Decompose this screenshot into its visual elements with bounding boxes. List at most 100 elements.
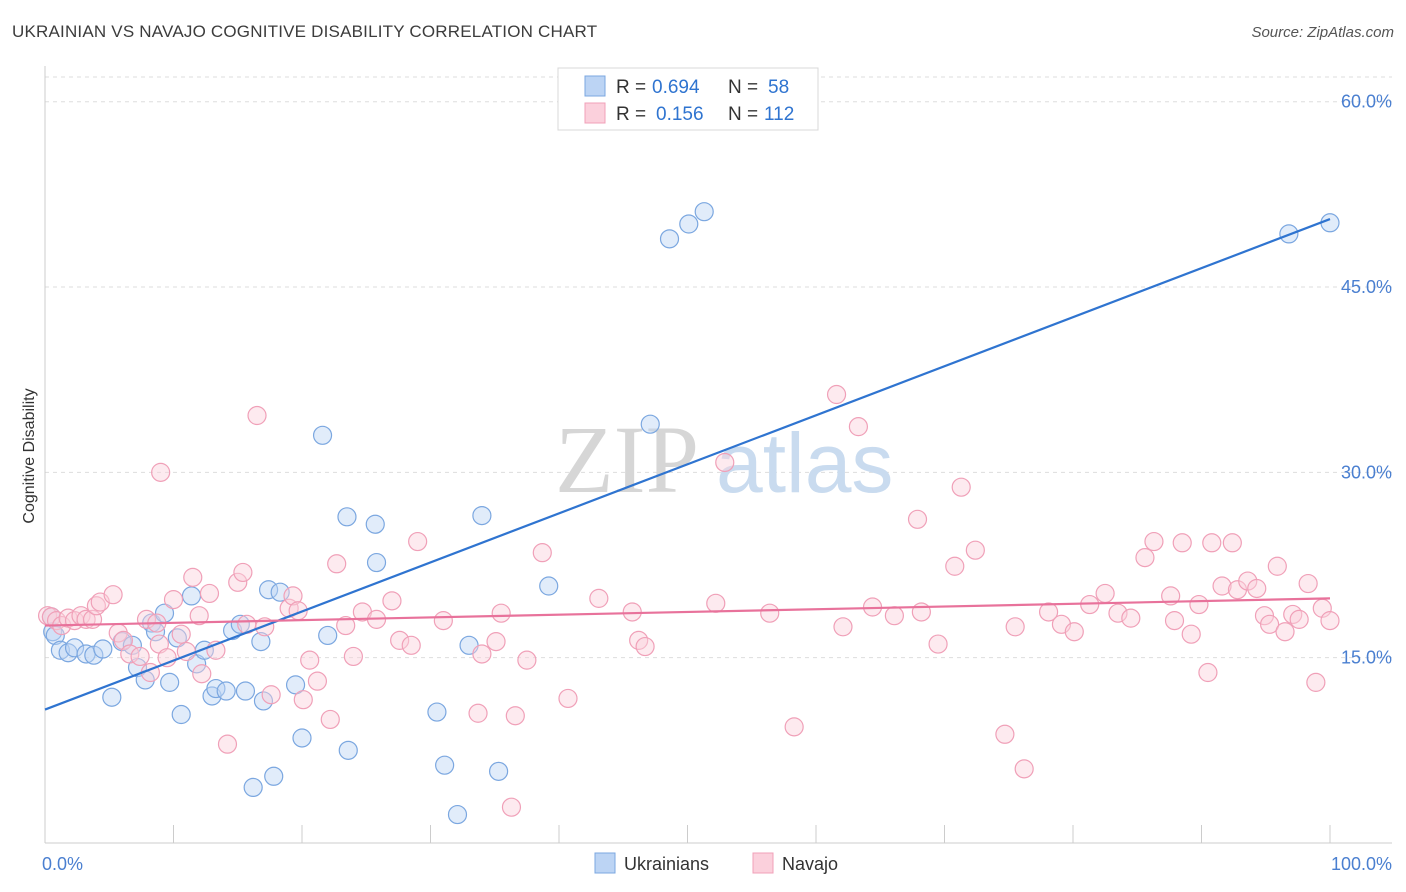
point-navajo xyxy=(1189,594,1209,615)
point-navajo xyxy=(1198,662,1218,683)
point-ukrainians xyxy=(171,704,191,725)
source-label: Source: ZipAtlas.com xyxy=(1251,24,1394,41)
point-navajo xyxy=(760,603,780,623)
point-navajo xyxy=(951,477,971,497)
point-navajo xyxy=(505,706,525,726)
point-navajo xyxy=(995,724,1015,744)
bottom-legend-swatch-ukrainians xyxy=(594,852,616,874)
point-navajo xyxy=(486,632,506,652)
point-navajo xyxy=(189,606,209,626)
point-navajo xyxy=(1164,611,1185,631)
y-tick-label: 45.0% xyxy=(1341,277,1392,297)
point-ukrainians xyxy=(338,740,358,760)
series-legend: Ukrainians Navajo xyxy=(594,852,838,874)
watermark-zip: ZIP xyxy=(555,406,699,513)
legend-swatch-ukrainians xyxy=(584,75,606,97)
point-navajo xyxy=(1064,622,1084,642)
point-navajo xyxy=(86,596,107,616)
point-navajo xyxy=(1289,609,1309,629)
bottom-legend-label-ukrainians: Ukrainians xyxy=(624,854,709,874)
point-ukrainians xyxy=(312,425,333,445)
point-ukrainians xyxy=(640,414,660,434)
point-ukrainians xyxy=(427,702,447,722)
point-navajo xyxy=(300,650,320,670)
point-navajo xyxy=(336,615,356,636)
axes xyxy=(44,66,1392,844)
legend-r-label-1: R = xyxy=(616,77,646,98)
point-ukrainians xyxy=(285,675,306,695)
point-navajo xyxy=(1161,586,1181,606)
point-navajo xyxy=(1005,617,1025,637)
point-navajo xyxy=(945,556,965,576)
point-navajo xyxy=(1144,531,1164,552)
point-navajo xyxy=(199,583,220,604)
trend-lines xyxy=(44,218,1331,711)
point-navajo xyxy=(826,384,847,405)
point-navajo xyxy=(1247,578,1267,599)
point-navajo xyxy=(491,603,511,623)
point-navajo xyxy=(1038,602,1059,622)
point-ukrainians xyxy=(167,628,187,648)
legend-r-label-2: R = xyxy=(616,104,646,125)
y-tick-label: 60.0% xyxy=(1341,92,1392,112)
point-ukrainians xyxy=(258,580,279,600)
point-navajo xyxy=(343,646,363,667)
point-navajo xyxy=(1260,614,1280,634)
point-navajo xyxy=(1306,672,1326,692)
point-navajo xyxy=(532,543,552,563)
point-navajo xyxy=(833,617,853,637)
y-tick-label: 30.0% xyxy=(1341,462,1392,482)
y-tick-label: 15.0% xyxy=(1341,648,1392,668)
point-ukrainians xyxy=(230,614,250,634)
chart-title: UKRAINIAN VS NAVAJO COGNITIVE DISABILITY… xyxy=(12,22,598,41)
legend-r-value-1: 0.694 xyxy=(652,77,700,98)
point-navajo xyxy=(928,634,948,654)
point-ukrainians xyxy=(264,766,284,786)
point-ukrainians xyxy=(365,514,385,534)
point-navajo xyxy=(911,602,931,622)
point-ukrainians xyxy=(679,214,699,234)
point-navajo xyxy=(1172,533,1192,553)
point-ukrainians xyxy=(235,681,256,701)
point-navajo xyxy=(433,611,453,631)
point-navajo xyxy=(1202,533,1222,553)
point-ukrainians xyxy=(253,691,274,711)
point-navajo xyxy=(307,671,328,691)
point-navajo xyxy=(1108,603,1128,623)
point-ukrainians xyxy=(366,552,387,573)
bottom-legend-swatch-navajo xyxy=(752,852,774,874)
point-navajo xyxy=(501,797,522,817)
point-navajo xyxy=(228,572,248,592)
point-navajo xyxy=(171,624,191,644)
point-ukrainians xyxy=(251,632,271,652)
point-navajo xyxy=(472,644,492,664)
point-ukrainians xyxy=(243,777,263,798)
point-ukrainians xyxy=(270,582,290,602)
point-ukrainians xyxy=(539,576,559,596)
trend-line-ukrainians xyxy=(44,218,1331,711)
point-ukrainians xyxy=(337,507,357,527)
point-navajo xyxy=(233,562,253,583)
data-points xyxy=(37,202,1340,825)
point-ukrainians xyxy=(1320,213,1340,233)
point-navajo xyxy=(163,590,184,610)
legend-n-label-2: N = xyxy=(728,104,758,125)
legend-n-value-1: 58 xyxy=(768,77,789,98)
point-ukrainians xyxy=(93,639,113,659)
point-navajo xyxy=(715,452,735,473)
point-navajo xyxy=(517,650,537,670)
stats-legend: R = 0.694 N = 58 R = 0.156 N = 112 xyxy=(557,67,819,131)
point-ukrainians xyxy=(318,625,338,646)
point-ukrainians xyxy=(292,728,312,748)
point-navajo xyxy=(1283,604,1303,625)
point-navajo xyxy=(401,635,421,655)
y-axis-label: Cognitive Disability xyxy=(21,388,38,523)
point-navajo xyxy=(558,688,578,709)
point-navajo xyxy=(1181,624,1201,644)
tick-labels: 15.0% 30.0% 45.0% 60.0% 0.0% 100.0% xyxy=(42,92,1392,874)
point-ukrainians xyxy=(102,687,122,707)
point-ukrainians xyxy=(489,761,509,781)
trend-line-navajo xyxy=(44,597,1331,627)
point-navajo xyxy=(1095,583,1115,604)
